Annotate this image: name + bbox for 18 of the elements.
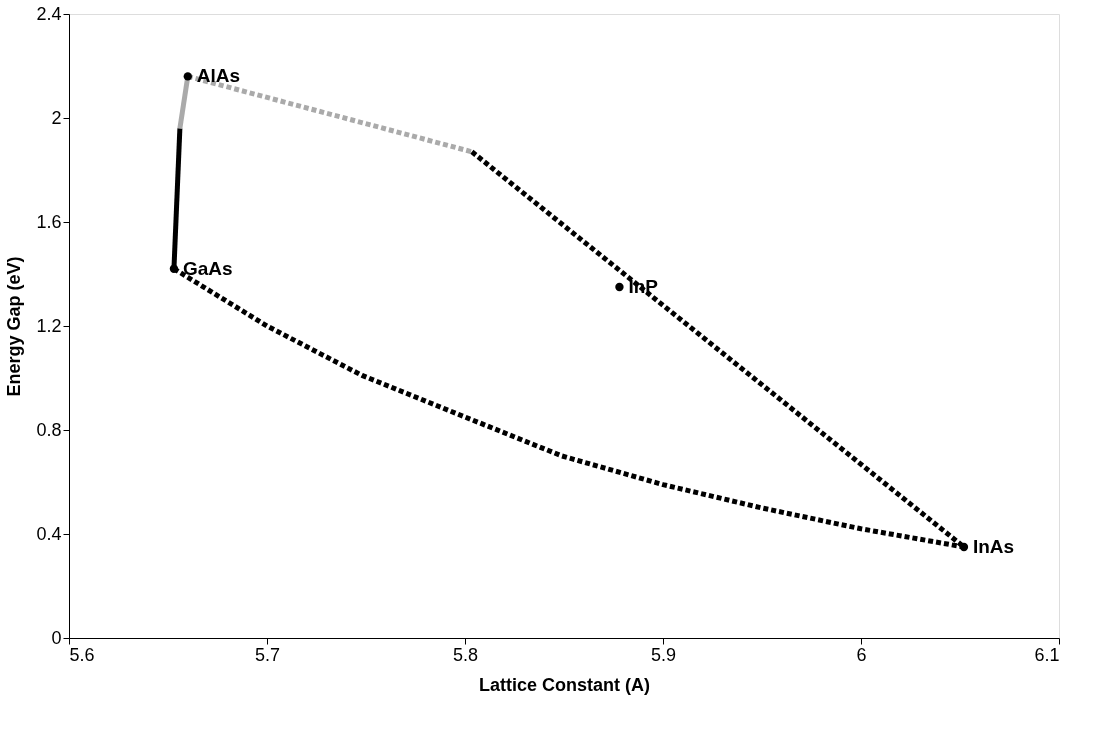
y-axis-title: Energy Gap (eV) <box>4 256 25 397</box>
x-axis-title: Lattice Constant (A) <box>479 674 651 695</box>
x-tick-label: 6 <box>856 644 867 665</box>
y-tick-label: 2.4 <box>36 3 62 24</box>
x-tick-label: 5.6 <box>69 644 95 665</box>
x-tick-label: 5.8 <box>452 644 479 665</box>
y-tick-label: 0 <box>51 627 62 648</box>
x-tick-label: 5.7 <box>254 644 281 665</box>
y-tick-label: 1.6 <box>36 211 62 232</box>
x-tick-label: 5.9 <box>650 644 677 665</box>
annotation: InAs <box>972 536 1015 557</box>
y-tick-label: 2 <box>51 107 62 128</box>
annotation: GaAs <box>182 257 233 279</box>
y-tick-label: 0.8 <box>36 419 62 440</box>
y-tick-label: 0.4 <box>36 523 62 544</box>
x-tick-label: 6.1 <box>1034 644 1060 665</box>
y-tick-label: 1.2 <box>36 315 62 336</box>
annotation: AlAs <box>196 65 241 87</box>
